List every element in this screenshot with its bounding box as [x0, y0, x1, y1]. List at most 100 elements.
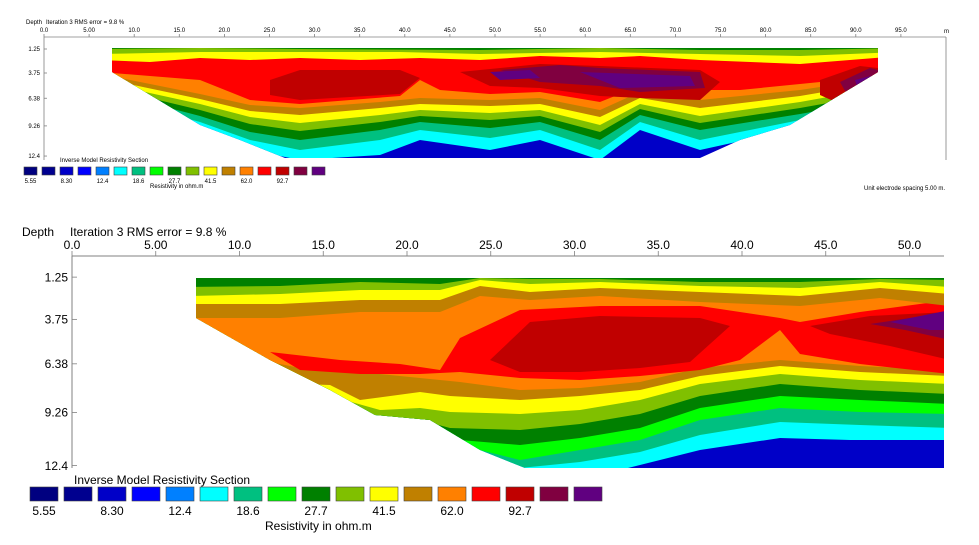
colorbar-swatch [275, 166, 290, 176]
colorbar-tick-label: 18.6 [236, 504, 260, 518]
x-tick-label: 35.0 [354, 28, 366, 34]
top-colorbar: 5.55 8.30 12.4 18.6 27.7 41.5 62.0 92.7 [23, 166, 326, 185]
colorbar-swatch [149, 166, 164, 176]
x-tick-label: 75.0 [715, 28, 727, 34]
colorbar-swatch [167, 166, 182, 176]
colorbar-tick-label: 62.0 [440, 504, 464, 518]
top-footer-note: Unit electrode spacing 5.00 m. [864, 186, 945, 192]
colorbar-swatch [199, 486, 229, 502]
x-tick-label: 15.0 [173, 28, 185, 34]
colorbar-tick-label: 41.5 [205, 179, 217, 185]
top-y-ticks: 1.25 3.75 6.38 9.26 12.4 [28, 47, 47, 160]
colorbar-tick-label: 12.4 [97, 179, 109, 185]
colorbar-tick-label: 92.7 [277, 179, 289, 185]
y-tick-label: 12.4 [28, 154, 40, 160]
colorbar-swatch [233, 486, 263, 502]
colorbar-swatch [41, 166, 56, 176]
colorbar-swatch [77, 166, 92, 176]
x-tick-label: 35.0 [647, 238, 671, 252]
y-tick-label: 6.38 [45, 357, 69, 371]
colorbar-swatch [185, 166, 200, 176]
colorbar-swatch [59, 166, 74, 176]
x-tick-label: 10.0 [128, 28, 140, 34]
x-tick-label: 20.0 [395, 238, 419, 252]
colorbar-swatch [23, 166, 38, 176]
x-tick-label: 60.0 [579, 28, 591, 34]
colorbar-tick-label: 5.55 [25, 179, 37, 185]
colorbar-tick-label: 5.55 [32, 504, 56, 518]
colorbar-swatch [113, 166, 128, 176]
top-x-unit: m [944, 29, 949, 35]
colorbar-tick-label: 8.30 [100, 504, 124, 518]
x-tick-label: 30.0 [563, 238, 587, 252]
colorbar-tick-label: 18.6 [133, 179, 145, 185]
x-tick-label: 90.0 [850, 28, 862, 34]
top-section [112, 48, 878, 158]
x-tick-label: 15.0 [312, 238, 336, 252]
bottom-section-title: Inverse Model Resistivity Section [74, 473, 250, 487]
bottom-band-16 [196, 278, 944, 296]
bottom-section [196, 278, 944, 468]
x-tick-label: 30.0 [309, 28, 321, 34]
y-tick-label: 3.75 [28, 71, 40, 77]
y-tick-label: 1.25 [45, 270, 69, 284]
colorbar-tick-label: 62.0 [241, 179, 253, 185]
top-band-12 [490, 70, 878, 96]
x-tick-label: 50.0 [489, 28, 501, 34]
x-tick-label: 5.00 [144, 238, 168, 252]
top-section-title: Inverse Model Resistivity Section [60, 158, 148, 164]
colorbar-swatch [29, 486, 59, 502]
y-tick-label: 12.4 [45, 459, 69, 473]
colorbar-swatch [335, 486, 365, 502]
colorbar-swatch [203, 166, 218, 176]
colorbar-tick-label: 8.30 [61, 179, 73, 185]
x-tick-label: 40.0 [399, 28, 411, 34]
top-x-ticks: 0.0 5.00 10.0 15.0 20.0 25.0 30.0 35.0 40.0 45.0 5… [40, 28, 907, 37]
y-tick-label: 1.25 [28, 47, 40, 53]
colorbar-swatch [131, 486, 161, 502]
x-tick-label: 50.0 [898, 238, 922, 252]
x-tick-label: 0.0 [40, 28, 49, 34]
colorbar-swatch [505, 486, 535, 502]
x-tick-label: 40.0 [730, 238, 754, 252]
x-tick-label: 70.0 [670, 28, 682, 34]
top-band-14 [112, 48, 878, 56]
x-tick-label: 95.0 [895, 28, 907, 34]
colorbar-swatch [471, 486, 501, 502]
colorbar-swatch [437, 486, 467, 502]
x-tick-label: 20.0 [219, 28, 231, 34]
colorbar-swatch [369, 486, 399, 502]
x-tick-label: 10.0 [228, 238, 252, 252]
colorbar-swatch [301, 486, 331, 502]
colorbar-swatch [63, 486, 93, 502]
colorbar-tick-label: 92.7 [508, 504, 532, 518]
bottom-colorbar-label: Resistivity in ohm.m [265, 519, 372, 533]
colorbar-swatch [97, 486, 127, 502]
x-tick-label: 45.0 [444, 28, 456, 34]
x-tick-label: 65.0 [624, 28, 636, 34]
x-tick-label: 0.0 [64, 238, 81, 252]
x-tick-label: 85.0 [805, 28, 817, 34]
top-iteration-text: Iteration 3 RMS error = 9.8 % [46, 20, 125, 26]
bottom-depth-label: Depth [22, 225, 54, 239]
x-tick-label: 25.0 [264, 28, 276, 34]
bottom-x-ticks: 0.0 5.00 10.0 15.0 20.0 25.0 30.0 35.0 40.0 45.0 5… [64, 238, 922, 256]
bottom-colorbar: 5.55 8.30 12.4 18.6 27.7 41.5 62.0 92.7 [29, 486, 603, 518]
bottom-y-ticks: 1.25 3.75 6.38 9.26 12.4 [45, 270, 77, 473]
x-tick-label: 25.0 [479, 238, 503, 252]
x-tick-label: 55.0 [534, 28, 546, 34]
y-tick-label: 9.26 [45, 406, 69, 420]
bottom-band-17 [196, 278, 944, 287]
bottom-band-13 [890, 310, 944, 330]
top-panel: Depth Iteration 3 RMS error = 9.8 % m 0.… [23, 20, 949, 192]
colorbar-swatch [267, 486, 297, 502]
y-tick-label: 9.26 [28, 124, 40, 130]
colorbar-swatch [293, 166, 308, 176]
colorbar-swatch [95, 166, 110, 176]
x-tick-label: 80.0 [760, 28, 772, 34]
y-tick-label: 3.75 [45, 313, 69, 327]
colorbar-tick-label: 41.5 [372, 504, 396, 518]
colorbar-swatch [311, 166, 326, 176]
x-tick-label: 5.00 [83, 28, 95, 34]
